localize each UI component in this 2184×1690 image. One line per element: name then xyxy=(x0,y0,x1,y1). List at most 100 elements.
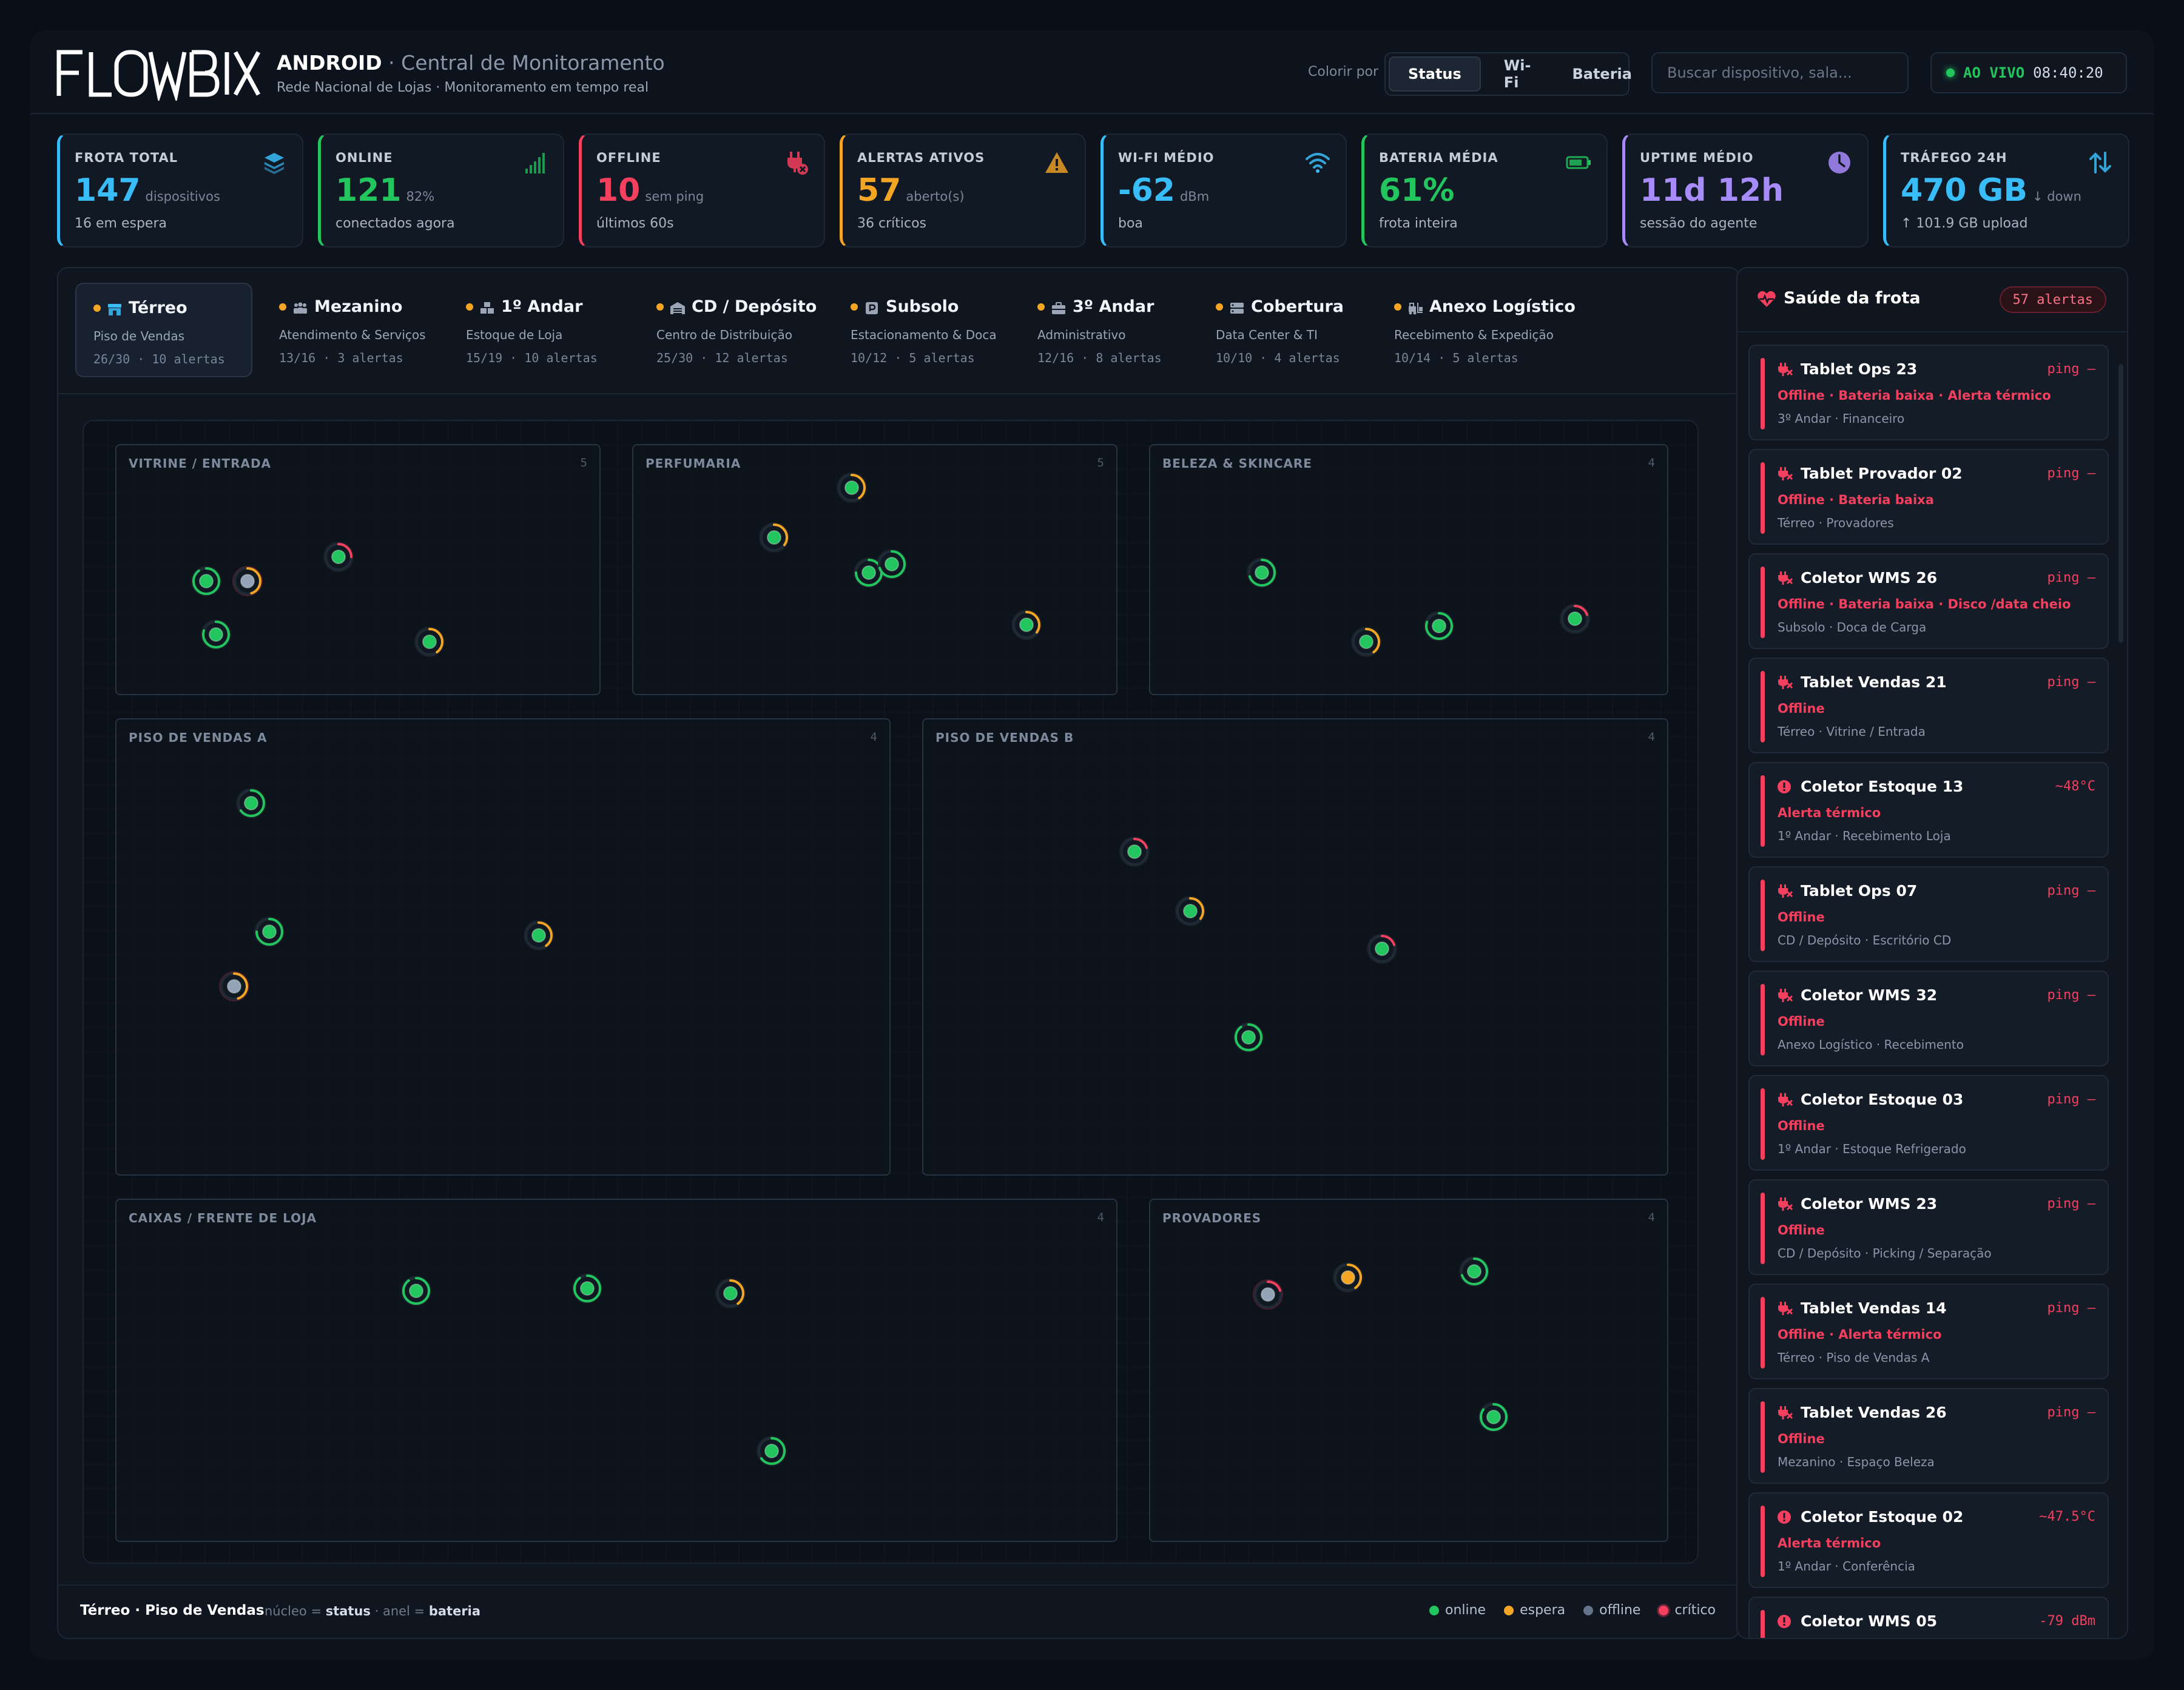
device-marker[interactable] xyxy=(1423,610,1455,642)
alert-tags: Offline xyxy=(1778,1432,1825,1446)
device-marker[interactable] xyxy=(1118,835,1151,868)
device-marker[interactable] xyxy=(522,919,555,952)
live-dot-icon xyxy=(1946,69,1955,77)
device-marker[interactable] xyxy=(413,625,446,658)
device-marker[interactable] xyxy=(1252,1278,1284,1311)
kpi-unit: aberto(s) xyxy=(906,189,965,204)
room-device-count: 5 xyxy=(580,456,587,470)
kpi-card-bateria-m-dia[interactable]: BATERIA MÉDIA 61% frota inteira xyxy=(1361,133,1608,247)
severity-bar xyxy=(1761,1401,1765,1473)
brand-subtitle: · Central de Monitoramento xyxy=(382,51,665,75)
alert-item[interactable]: Tablet Provador 02 ping — Offline · Bateri… xyxy=(1748,449,2109,545)
floor-tab-0[interactable]: Térreo Piso de Vendas 26/30 · 10 alertas xyxy=(75,283,252,377)
kpi-card-tr-fego-24h[interactable]: TRÁFEGO 24H 470 GB ↓ down ↑ 101.9 GB upload xyxy=(1883,133,2129,247)
device-marker[interactable] xyxy=(835,471,868,504)
kpi-value: 10 sem ping xyxy=(596,172,704,209)
device-search-input[interactable] xyxy=(1651,52,1909,93)
device-marker[interactable] xyxy=(571,1272,604,1305)
device-marker[interactable] xyxy=(231,565,264,598)
alert-location: Anexo Logístico · Recebimento xyxy=(1778,1037,1964,1052)
alert-list-scrollbar[interactable] xyxy=(2118,364,2123,643)
alert-location: Mezanino · Espaço Beleza xyxy=(1778,1455,1935,1469)
mode-wifi-button[interactable]: Wi-Fi xyxy=(1503,57,1531,91)
kpi-card-offline[interactable]: OFFLINE 10 sem ping últimos 60s xyxy=(579,133,825,247)
device-marker[interactable] xyxy=(190,565,223,598)
device-marker[interactable] xyxy=(1332,1261,1364,1294)
kpi-card-alertas-ativos[interactable]: ALERTAS ATIVOS 57 aberto(s) 36 críticos xyxy=(840,133,1086,247)
floor-tab-title: CD / Depósito xyxy=(656,297,817,316)
alert-location: Térreo · Provadores xyxy=(1778,516,1894,530)
alert-metric: ping — xyxy=(2047,1092,2095,1107)
alert-item[interactable]: Tablet Ops 23 ping — Offline · Bateria bai… xyxy=(1748,345,2109,440)
unplugged-icon xyxy=(1776,988,1793,1003)
device-marker[interactable] xyxy=(200,618,232,651)
kpi-card-wi-fi-m-dio[interactable]: WI-FI MÉDIO -62 dBm boa xyxy=(1100,133,1347,247)
kpi-subtext: últimos 60s xyxy=(596,216,674,231)
alert-item[interactable]: Tablet Vendas 14 ping — Offline · Alerta t… xyxy=(1748,1284,2109,1379)
alert-item[interactable]: Tablet Ops 07 ping — Offline CD / Depósito … xyxy=(1748,866,2109,962)
alert-item[interactable]: Tablet Vendas 26 ping — Offline Mezanino · … xyxy=(1748,1388,2109,1484)
floor-description: Administrativo xyxy=(1037,328,1126,342)
unplugged-icon xyxy=(1776,675,1793,690)
floor-tab-4[interactable]: Subsolo Estacionamento & Doca 10/12 · 5 al… xyxy=(834,283,1012,377)
device-marker[interactable] xyxy=(218,970,251,1003)
encoding-note: núcleo = status · anel = bateria xyxy=(265,1604,480,1618)
floor-alert-dot-icon xyxy=(1394,303,1401,311)
device-marker[interactable] xyxy=(1350,625,1383,658)
device-marker[interactable] xyxy=(1010,608,1043,641)
kpi-unit: dispositivos xyxy=(145,189,220,204)
device-marker[interactable] xyxy=(322,540,355,573)
device-marker[interactable] xyxy=(1477,1401,1510,1433)
floor-description: Centro de Distribuição xyxy=(656,328,792,342)
severity-bar xyxy=(1761,1193,1765,1264)
alert-item[interactable]: Coletor Estoque 13 ~48°C Alerta térmico 1º … xyxy=(1748,762,2109,858)
mode-battery-button[interactable]: Bateria xyxy=(1572,66,1632,82)
device-marker[interactable] xyxy=(1232,1021,1265,1054)
floor-tab-3[interactable]: CD / Depósito Centro de Distribuição 25/30… xyxy=(639,283,825,377)
alert-item[interactable]: Coletor WMS 32 ping — Offline Anexo Logísti… xyxy=(1748,971,2109,1066)
kpi-card-uptime-m-dio[interactable]: UPTIME MÉDIO 11d 12h sessão do agente xyxy=(1622,133,1869,247)
alert-item[interactable]: Coletor WMS 26 ping — Offline · Bateria ba… xyxy=(1748,553,2109,649)
alert-item[interactable]: Coletor WMS 05 -79 dBm xyxy=(1748,1597,2109,1638)
room-vitrine-entrada: VITRINE / ENTRADA 5 xyxy=(115,444,601,695)
device-marker[interactable] xyxy=(875,548,908,581)
mode-status-button[interactable]: Status xyxy=(1389,56,1481,92)
alert-tags: Offline · Bateria baixa · Alerta térmico xyxy=(1778,388,2051,403)
floor-tab-7[interactable]: Anexo Logístico Recebimento & Expedição 10… xyxy=(1377,283,1577,377)
room-name: PISO DE VENDAS B xyxy=(935,730,1074,745)
device-marker[interactable] xyxy=(714,1277,747,1310)
legend-critical-label: crítico xyxy=(1674,1603,1716,1618)
floor-name: Cobertura xyxy=(1251,297,1344,316)
device-marker[interactable] xyxy=(1559,602,1591,635)
floor-tab-2[interactable]: 1º Andar Estoque de Loja 15/19 · 10 alerta… xyxy=(449,283,631,377)
device-marker[interactable] xyxy=(755,1435,788,1467)
room-name: VITRINE / ENTRADA xyxy=(129,456,272,471)
floor-alert-dot-icon xyxy=(93,304,101,312)
legend-critical: crítico xyxy=(1659,1603,1716,1618)
floor-tab-6[interactable]: Cobertura Data Center & TI 10/10 · 4 alert… xyxy=(1199,283,1369,377)
alert-tags: Offline xyxy=(1778,1223,1825,1237)
device-marker[interactable] xyxy=(852,556,885,589)
floor-map-panel: Térreo Piso de Vendas 26/30 · 10 alertas Me… xyxy=(57,267,1740,1639)
alert-tags: Offline xyxy=(1778,1119,1825,1133)
device-marker[interactable] xyxy=(253,915,286,948)
device-marker[interactable] xyxy=(235,787,268,820)
device-marker[interactable] xyxy=(1458,1255,1491,1288)
room-device-count: 4 xyxy=(870,730,877,744)
alert-item[interactable]: Coletor Estoque 03 ping — Offline 1º Andar … xyxy=(1748,1075,2109,1171)
device-marker[interactable] xyxy=(400,1274,433,1307)
kpi-card-frota-total[interactable]: FROTA TOTAL 147 dispositivos 16 em espera xyxy=(57,133,303,247)
wifi-icon xyxy=(1304,149,1331,176)
device-marker[interactable] xyxy=(1174,895,1207,927)
device-marker[interactable] xyxy=(1245,556,1278,589)
kpi-value-number: 61% xyxy=(1379,172,1455,209)
room-name: BELEZA & SKINCARE xyxy=(1162,456,1312,471)
device-marker[interactable] xyxy=(758,521,790,554)
device-marker[interactable] xyxy=(1366,932,1398,965)
kpi-card-online[interactable]: ONLINE 121 82% conectados agora xyxy=(318,133,564,247)
floor-tab-5[interactable]: 3º Andar Administrativo 12/16 · 8 alertas xyxy=(1020,283,1190,377)
floor-tab-1[interactable]: Mezanino Atendimento & Serviços 13/16 · 3 … xyxy=(262,283,438,377)
alert-item[interactable]: Coletor WMS 23 ping — Offline CD / Depósito… xyxy=(1748,1179,2109,1275)
alert-item[interactable]: Tablet Vendas 21 ping — Offline Térreo · Vi… xyxy=(1748,658,2109,753)
alert-item[interactable]: Coletor Estoque 02 ~47.5°C Alerta térmico 1… xyxy=(1748,1492,2109,1588)
